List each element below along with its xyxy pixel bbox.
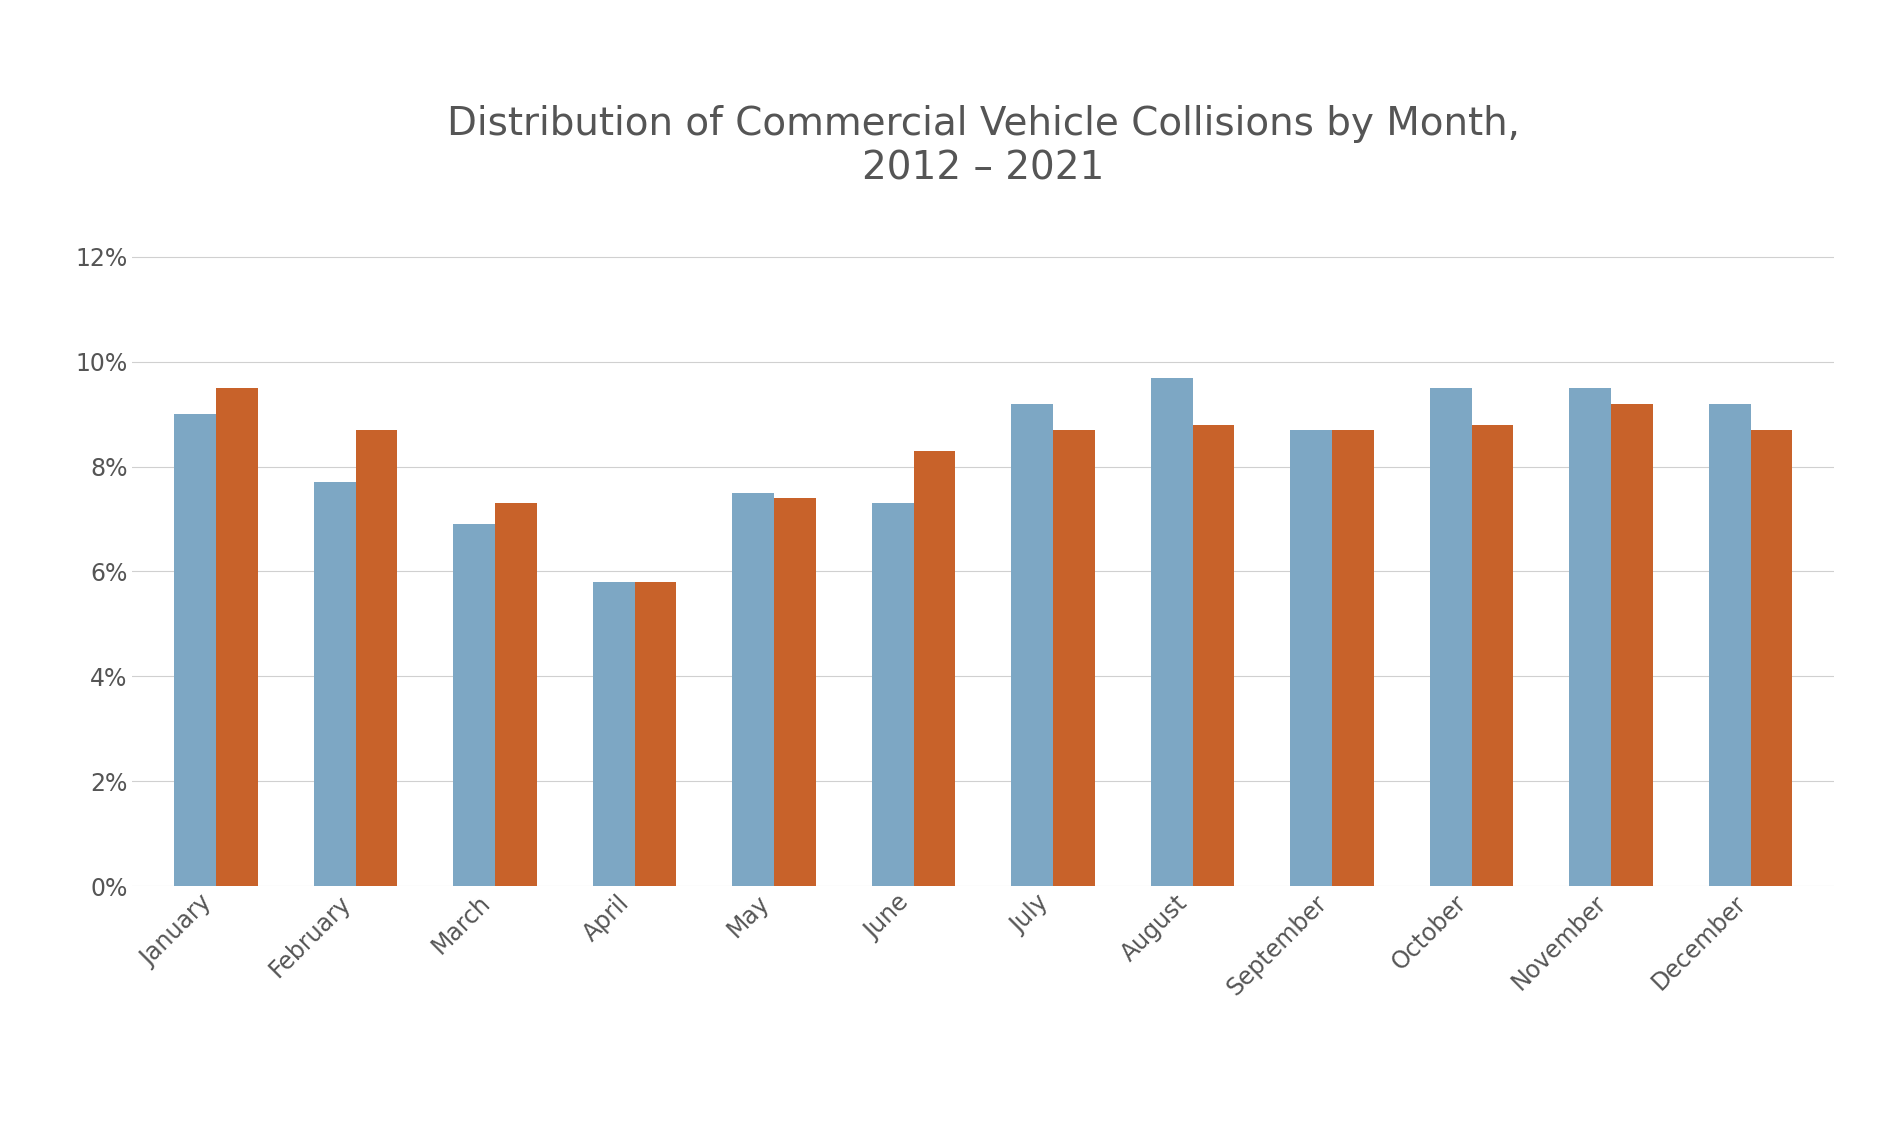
Bar bbox=[216, 389, 257, 886]
Bar bbox=[1611, 403, 1653, 886]
Bar bbox=[872, 503, 913, 886]
Bar bbox=[1290, 429, 1331, 886]
Bar bbox=[1570, 389, 1611, 886]
Bar bbox=[174, 415, 216, 886]
Bar bbox=[1053, 429, 1095, 886]
Bar bbox=[1193, 425, 1235, 886]
Bar bbox=[592, 582, 635, 886]
Bar bbox=[1430, 389, 1471, 886]
Bar bbox=[732, 493, 773, 886]
Title: Distribution of Commercial Vehicle Collisions by Month,
2012 – 2021: Distribution of Commercial Vehicle Colli… bbox=[446, 106, 1520, 187]
Bar bbox=[314, 483, 356, 886]
Bar bbox=[1751, 429, 1793, 886]
Bar bbox=[1709, 403, 1751, 886]
Bar bbox=[773, 498, 815, 886]
Bar bbox=[356, 429, 397, 886]
Bar bbox=[1012, 403, 1053, 886]
Bar bbox=[1471, 425, 1513, 886]
Bar bbox=[913, 451, 955, 886]
Bar bbox=[454, 525, 495, 886]
Bar bbox=[495, 503, 537, 886]
Bar bbox=[1152, 377, 1193, 886]
Bar bbox=[1331, 429, 1375, 886]
Bar bbox=[635, 582, 677, 886]
